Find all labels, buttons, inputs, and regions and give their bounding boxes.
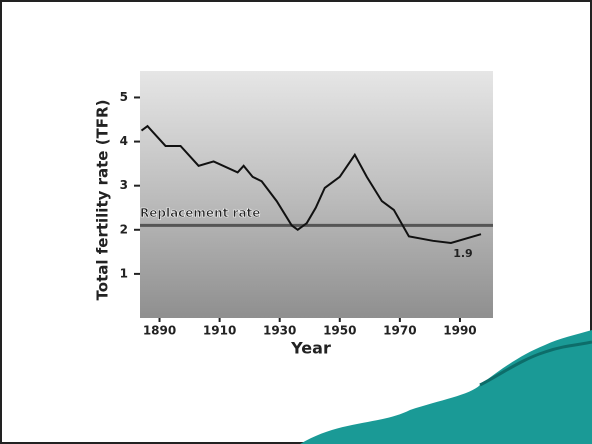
x-tick-label: 1890 [143, 324, 176, 338]
reference-label: Replacement rate [140, 206, 260, 220]
end-label: 1.9 [453, 247, 473, 260]
x-tick-label: 1930 [263, 324, 296, 338]
x-tick-label: 1990 [443, 324, 476, 338]
x-axis-title: Year [290, 339, 331, 358]
x-tick-label: 1950 [323, 324, 356, 338]
x-tick-label: 1970 [383, 324, 416, 338]
y-axis-title: Total fertility rate (TFR) [94, 100, 112, 301]
y-tick-label: 4 [120, 134, 128, 148]
slide: Total fertility rate (TFR) Year 1 2 3 4 5 189… [0, 0, 592, 444]
plot-area [140, 71, 493, 318]
y-tick-label: 2 [120, 222, 128, 236]
y-tick-label: 3 [120, 178, 128, 192]
y-tick-label: 1 [120, 266, 128, 280]
x-tick-label: 1910 [203, 324, 236, 338]
y-tick-label: 5 [120, 90, 128, 104]
